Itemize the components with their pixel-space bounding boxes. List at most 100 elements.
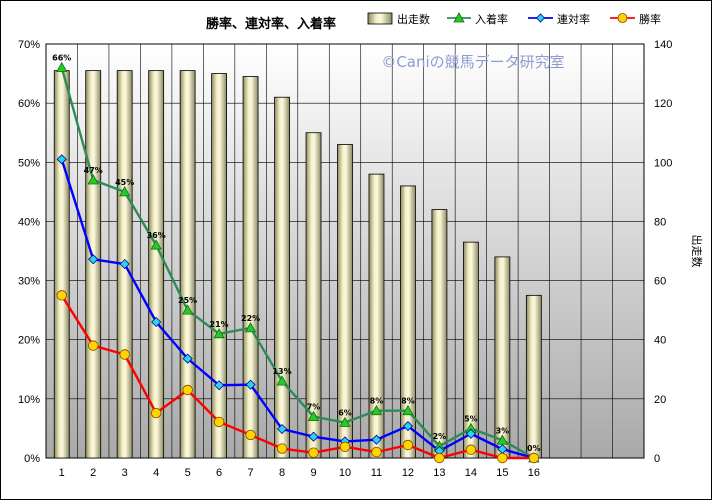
x-tick-label: 6 [216,467,222,479]
y-left-tick-label: 50% [18,157,40,169]
y-right-tick-label: 20 [654,394,666,406]
marker-入着率-6 [213,327,225,339]
gridlines [46,44,644,458]
marker-入着率-10 [339,416,351,427]
x-tick-label: 12 [402,467,414,479]
marker-勝率-7 [245,429,256,441]
bar-starts-10 [337,144,353,459]
legend-marker-win [617,13,628,23]
data-label-16: 0% [527,444,541,453]
marker-勝率-9 [308,447,319,458]
data-label-4: 36% [147,231,166,240]
data-label-15: 3% [496,426,510,435]
marker-連対率-9 [308,431,319,442]
marker-入着率-3 [119,186,131,197]
data-label-3: 45% [115,178,134,187]
x-tick-label: 15 [496,467,508,479]
y-left-tick-label: 20% [18,335,40,347]
bar-starts-5 [179,70,196,459]
y-right-tick-label: 80 [654,216,666,228]
marker-勝率-5 [182,384,193,396]
x-tick-label: 10 [339,467,351,479]
x-tick-label: 5 [185,467,191,479]
x-tick-label: 1 [59,467,65,479]
y-right-tick-label: 60 [654,276,666,288]
y-right-tick-label: 120 [654,98,672,110]
marker-入着率-2 [87,174,99,185]
marker-勝率-2 [88,340,99,351]
bar-starts-6 [211,73,228,459]
marker-入着率-8 [276,375,288,386]
x-tick-label: 14 [465,467,477,479]
x-tick-label: 11 [371,467,382,479]
marker-勝率-13 [434,452,445,464]
marker-勝率-1 [56,290,67,301]
marker-連対率-14 [465,428,476,439]
marker-勝率-12 [402,439,414,451]
legend: 出走数 入着率 連対率 勝率 [367,12,661,26]
line-連対率 [60,158,535,460]
legend-label-place: 入着率 [475,12,508,26]
bar-starts-14 [462,241,479,459]
x-tick-label: 2 [90,467,96,479]
marker-勝率-16 [528,452,540,464]
marker-勝率-4 [150,407,162,419]
marker-連対率-1 [56,154,67,165]
line-入着率 [60,67,535,460]
y-left-tick-label: 30% [18,276,40,288]
marker-入着率-12 [402,404,414,416]
marker-勝率-10 [339,441,351,452]
data-label-8: 13% [272,367,291,376]
data-label-5: 25% [178,296,197,305]
legend-label-quinella: 連対率 [557,12,590,26]
bar-starts-13 [431,209,448,459]
chart-title: 勝率、連対率、入着率 [206,16,336,32]
marker-入着率-4 [150,239,162,250]
y-right-tick-label: 0 [654,453,660,465]
data-label-10: 6% [338,409,352,418]
data-label-14: 5% [464,414,478,423]
y-left-tick-label: 70% [18,39,40,51]
x-axis: 1 2 3 4 5 6 7 8 9 10 11 12 13 14 15 16 [59,467,540,479]
marker-勝率-14 [465,444,477,455]
legend-label-starts: 出走数 [397,12,430,26]
marker-入着率-1 [56,61,68,73]
y-right-label: 出走数 [690,235,704,268]
bar-starts-1 [53,70,70,459]
legend-marker-quinella [535,13,546,23]
marker-連対率-5 [182,353,193,364]
bar-starts-9 [305,132,322,459]
y-left-tick-label: 40% [18,216,40,228]
x-tick-label: 7 [248,467,254,479]
y-left-tick-label: 0% [24,453,40,465]
line-series [60,67,535,460]
marker-連対率-3 [119,258,130,270]
data-label-12: 8% [401,397,415,406]
data-label-9: 7% [307,403,321,412]
marker-入着率-11 [370,404,383,416]
y-right-tick-label: 100 [654,157,672,169]
marker-連対率-4 [151,316,162,328]
marker-勝率-6 [213,416,225,428]
data-label-6: 21% [210,320,229,329]
data-label-13: 2% [433,432,447,441]
line-markers [56,61,540,464]
y-right-tick-label: 40 [654,335,666,347]
marker-勝率-15 [497,452,508,464]
marker-入着率-9 [307,410,320,422]
bar-starts-11 [368,173,385,459]
marker-連対率-7 [245,379,256,390]
marker-連対率-2 [88,254,99,265]
y-left-tick-label: 60% [18,98,40,110]
y-left-tick-label: 10% [18,394,40,406]
data-label-11: 8% [370,397,384,406]
x-tick-label: 8 [279,467,285,479]
marker-連対率-11 [371,434,382,445]
bar-starts-12 [400,185,416,459]
marker-連対率-8 [276,423,288,435]
marker-連対率-12 [402,420,414,432]
x-tick-label: 9 [310,467,316,479]
marker-勝率-11 [371,446,382,458]
marker-勝率-3 [119,349,130,360]
